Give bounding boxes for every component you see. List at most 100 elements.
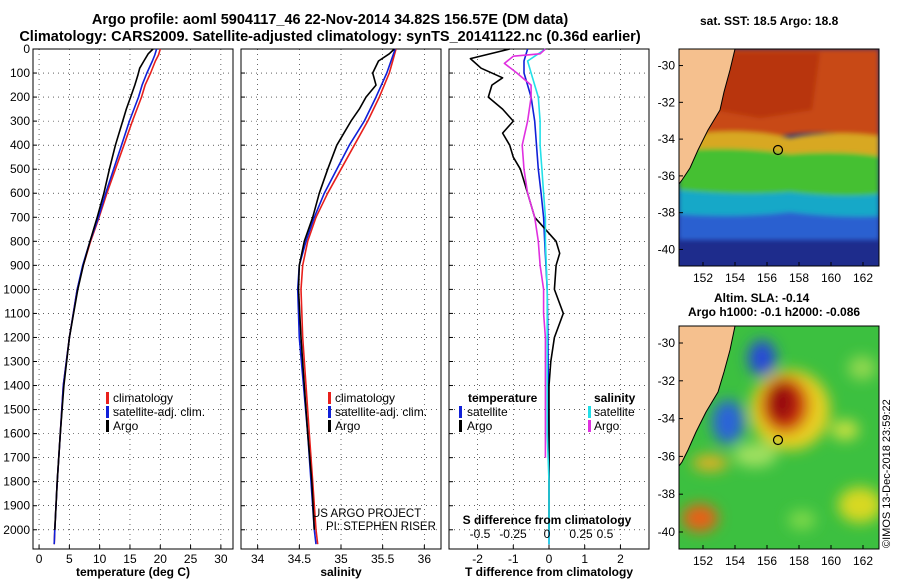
differences-x-axis-label: T difference from climatology — [465, 565, 633, 579]
sst-blue-band — [679, 212, 879, 240]
sst-cyan-band — [679, 190, 879, 222]
legend-swatch — [328, 420, 331, 432]
legend-swatch — [106, 420, 109, 432]
salinity-x-tick-label: 34 — [251, 552, 265, 566]
s-difference-tick-label: -0.25 — [499, 527, 527, 541]
sla-map: 152 154 156 158 160 162 -30 -32 -34 -36 -38 -40 — [658, 325, 880, 568]
sst-map-lat-label: -30 — [658, 59, 676, 73]
page-title-line1: Argo profile: aoml 5904117_46 22-Nov-201… — [91, 12, 569, 28]
sla-map-lat-label: -40 — [658, 525, 676, 539]
salinity-x-tick-label: 35 — [334, 552, 348, 566]
legend-swatch — [106, 392, 109, 404]
sla-map-lon-label: 152 — [693, 554, 713, 568]
legend-heading-salinity: salinity — [594, 391, 636, 405]
depth-tick-label: 400 — [10, 138, 30, 152]
sla-map-lat-label: -38 — [658, 487, 676, 501]
depth-tick-label: 600 — [10, 186, 30, 200]
project-name: US ARGO PROJECT — [312, 508, 421, 520]
sla-lobe-northeast — [848, 356, 876, 380]
sla-map-lat-label: -34 — [658, 412, 676, 426]
legend-label: climatology — [335, 391, 395, 405]
legend-swatch — [459, 420, 462, 432]
depth-tick-label: 1000 — [3, 282, 30, 296]
sla-map-lat-label: -36 — [658, 449, 676, 463]
depth-tick-label: 1900 — [3, 499, 30, 513]
sst-argo-position-marker — [772, 144, 784, 156]
salinity-x-tick-label: 34.5 — [288, 552, 312, 566]
sst-map-lat-label: -40 — [658, 242, 676, 256]
depth-tick-label: 1700 — [3, 451, 30, 465]
s-difference-tick-label: -0.5 — [470, 527, 491, 541]
sla-map-lon-label: 154 — [725, 554, 745, 568]
sst-map: 152 154 156 158 160 162 -30 -32 -34 -36 -38 -40 — [658, 48, 880, 285]
s-difference-tick-label: 0.5 — [597, 527, 614, 541]
depth-tick-label: 2000 — [3, 523, 30, 537]
temperature-x-tick-label: 25 — [184, 552, 198, 566]
differences-x-tick-label: 2 — [617, 552, 624, 566]
sla-map-lat-label: -32 — [658, 374, 676, 388]
sla-land-australia — [679, 326, 736, 467]
temperature-x-tick-label: 5 — [66, 552, 73, 566]
legend-label: Argo — [335, 419, 361, 433]
s-difference-tick-label: 0 — [544, 527, 551, 541]
differences-x-tick-label: -1 — [508, 552, 519, 566]
depth-tick-label: 1100 — [4, 306, 30, 320]
legend-swatch — [328, 392, 331, 404]
legend-swatch — [459, 406, 462, 418]
depth-tick-label: 1500 — [3, 403, 30, 417]
sla-lobe-south-center — [788, 510, 816, 530]
depth-tick-label: 300 — [10, 114, 30, 128]
salinity-x-axis-label: salinity — [320, 565, 362, 579]
sst-map-lat-label: -38 — [658, 206, 676, 220]
depth-tick-label: 100 — [10, 66, 30, 80]
sla-map-title-line1: Altim. SLA: -0.14 — [714, 291, 810, 305]
sla-map-lat-label: -30 — [658, 336, 676, 350]
sla-argo-position-marker — [772, 434, 784, 446]
sst-map-lon-label: 160 — [821, 271, 841, 285]
legend-swatch — [588, 420, 591, 432]
depth-tick-label: 200 — [10, 90, 30, 104]
sst-map-lon-label: 156 — [757, 271, 777, 285]
legend-label: satellite-adj. clim. — [113, 405, 205, 419]
depth-tick-label: 800 — [10, 234, 30, 248]
depth-tick-label: 900 — [10, 258, 30, 272]
legend-label: climatology — [113, 391, 173, 405]
sst-map-lon-label: 158 — [789, 271, 809, 285]
series-line-climatology — [300, 48, 397, 545]
temperature-x-axis-label: temperature (deg C) — [76, 565, 190, 579]
legend-swatch — [588, 406, 591, 418]
legend-swatch — [328, 406, 331, 418]
temperature-panel: 0100200300400500600700800900100011001200… — [3, 42, 234, 579]
depth-tick-label: 1800 — [3, 475, 30, 489]
sla-low-north — [748, 340, 776, 376]
sst-map-frame — [678, 48, 880, 267]
sla-high-core — [768, 382, 796, 422]
salinity-x-tick-label: 36 — [418, 552, 432, 566]
legend-label: Argo — [594, 419, 620, 433]
salinity-panel: 34 34.5 35 35.5 36 salinity — [240, 48, 442, 579]
sla-lobe-southwest — [692, 455, 728, 471]
sst-map-lon-label: 152 — [693, 271, 713, 285]
series-line-s-satellite — [526, 48, 550, 545]
sst-map-lon-label: 154 — [725, 271, 745, 285]
sla-lobe-east — [831, 420, 859, 440]
s-difference-axis-label: S difference from climatology — [463, 513, 632, 527]
differences-x-tick-label: -2 — [472, 552, 483, 566]
temperature-plot-frame — [32, 48, 234, 550]
depth-tick-label: 1400 — [3, 379, 30, 393]
sst-map-lon-label: 162 — [853, 271, 873, 285]
sla-map-lon-label: 156 — [757, 554, 777, 568]
sla-map-lon-label: 162 — [853, 554, 873, 568]
sst-land-australia — [679, 49, 736, 185]
series-line-argo — [54, 48, 154, 530]
sst-map-lat-label: -36 — [658, 169, 676, 183]
depth-tick-label: 1600 — [3, 427, 30, 441]
sla-low-west — [712, 400, 744, 444]
sla-lobe-south — [733, 443, 777, 467]
legend-label: satellite-adj. clim. — [335, 405, 427, 419]
legend-label: Argo — [113, 419, 139, 433]
